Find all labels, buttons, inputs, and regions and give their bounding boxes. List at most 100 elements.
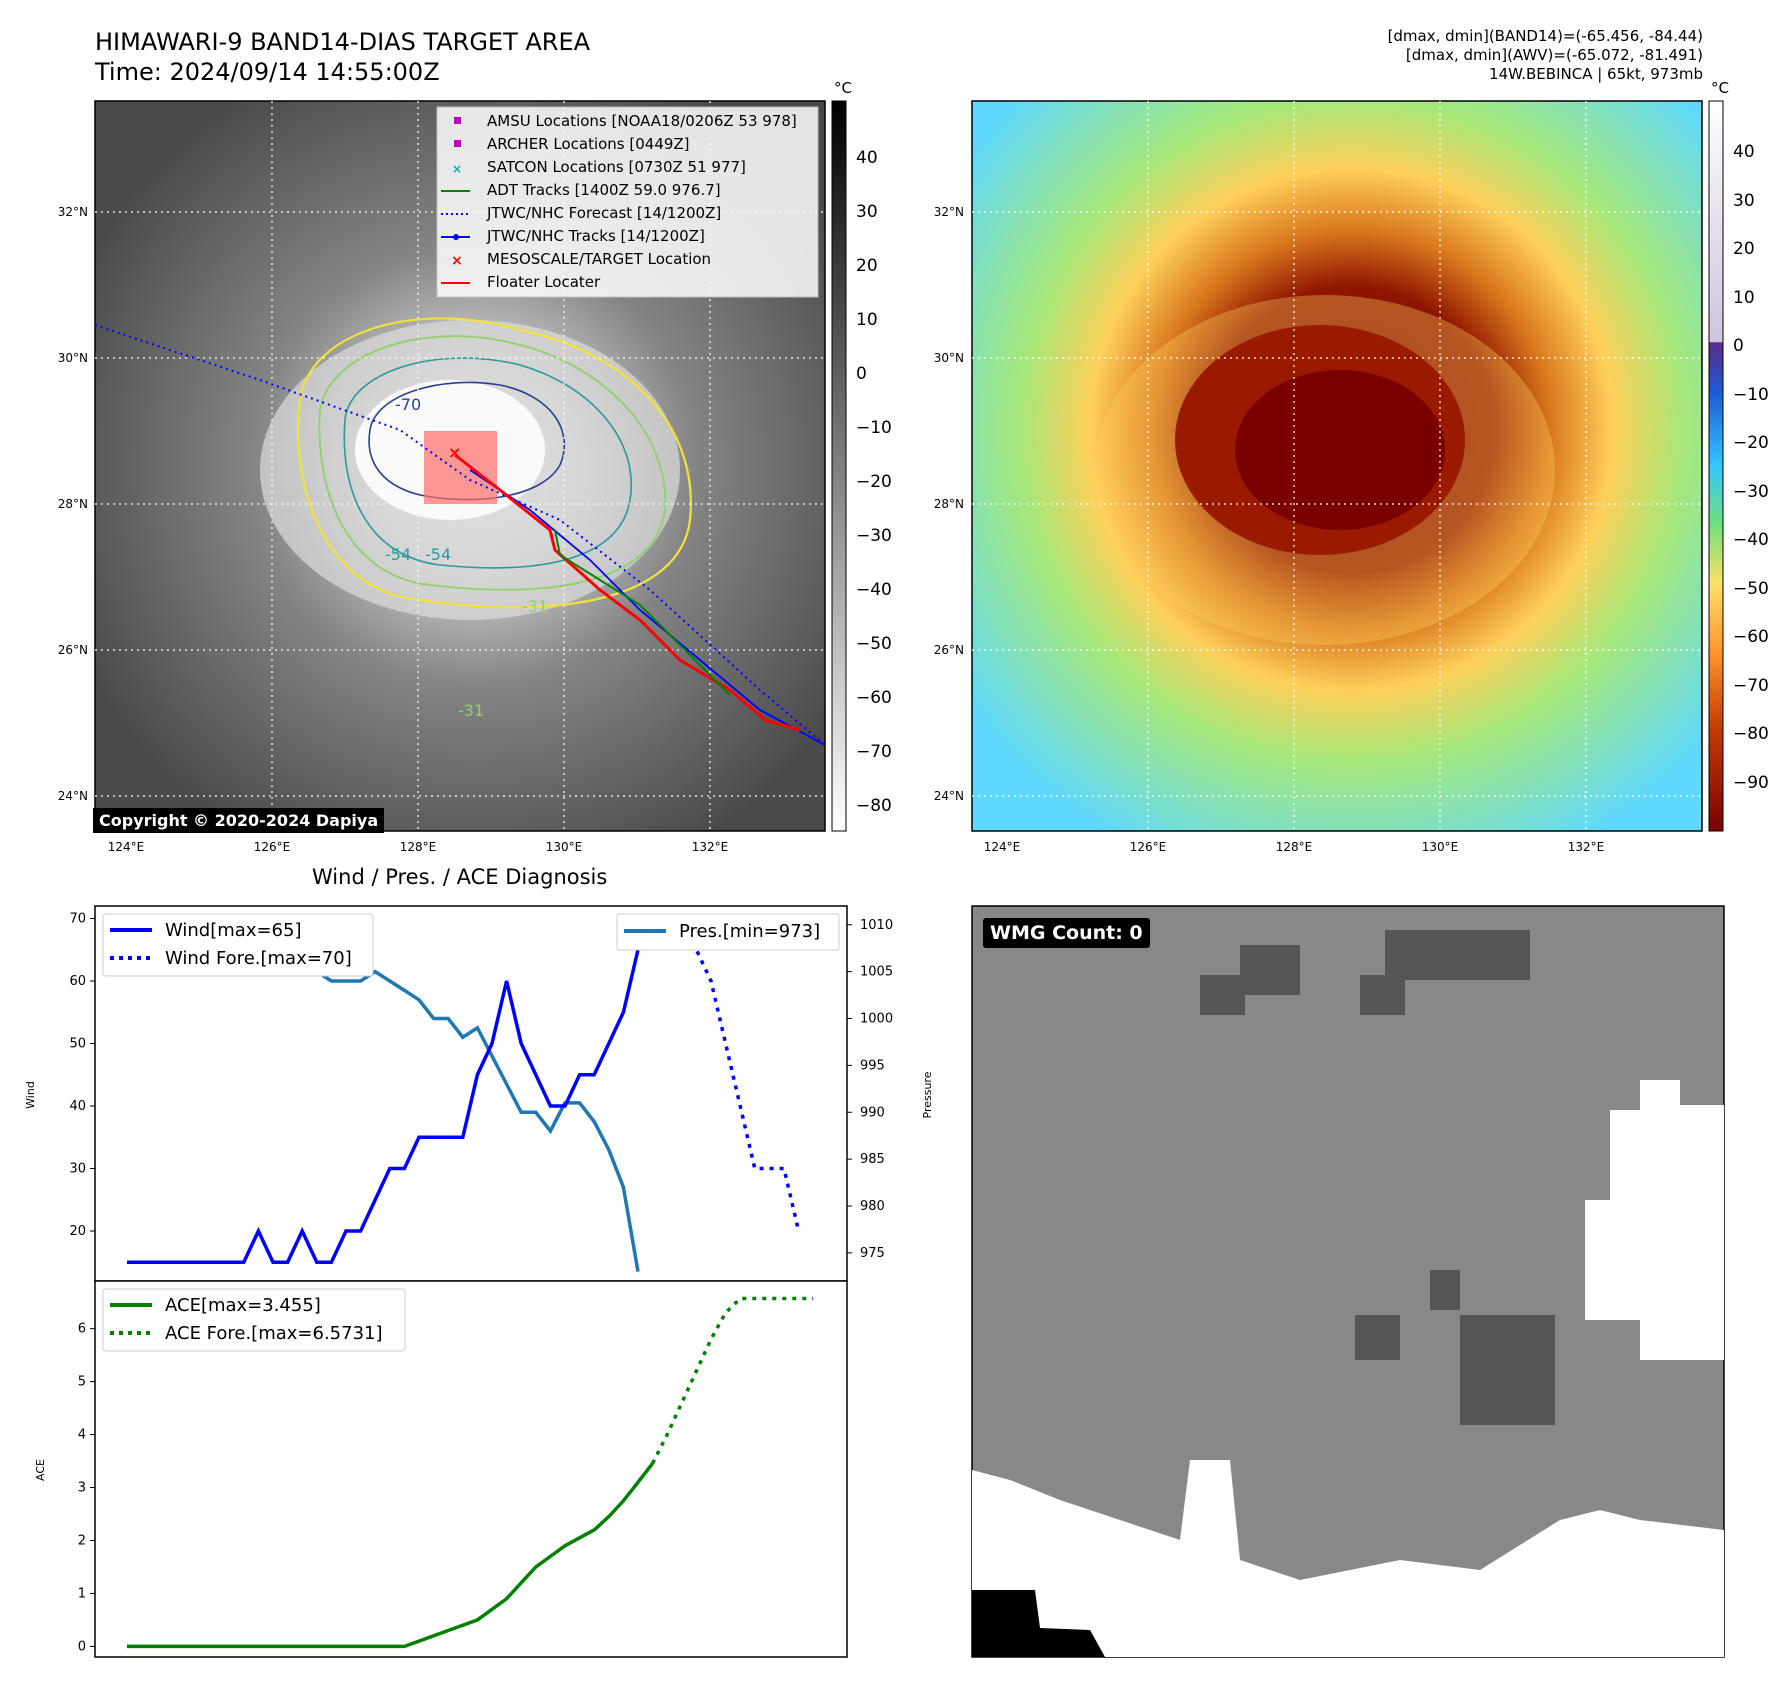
cbar-tick: 0 (1733, 336, 1744, 356)
left-map-lat-ticks: 32°N 30°N 28°N 26°N 24°N (58, 205, 88, 803)
cbar-tick: −60 (856, 688, 892, 708)
pressure-tick: 1005 (860, 965, 893, 980)
wind-legend: Wind[max=65] Wind Fore.[max=70] (102, 913, 374, 977)
lon-tick: 132°E (692, 840, 729, 854)
pressure-legend: Pres.[min=973] (616, 913, 840, 951)
pressure-tick: 980 (860, 1199, 885, 1214)
map-legend: × × AMSU Locations [NOAA18/0206Z 53 978]… (436, 106, 819, 298)
contour-label: -54 (425, 545, 451, 564)
lat-tick: 30°N (934, 351, 964, 365)
adt-track-line (554, 529, 731, 696)
cbar-tick: −70 (1733, 676, 1769, 696)
pressure-tick: 995 (860, 1058, 885, 1073)
cbar-tick: 20 (1733, 239, 1755, 259)
lon-tick: 130°E (546, 840, 583, 854)
lat-tick: 28°N (934, 497, 964, 511)
wind-tick: 50 (69, 1037, 86, 1052)
cbar-tick: 10 (856, 310, 878, 330)
wind-tick: 40 (69, 1099, 86, 1114)
stats-storm: 14W.BEBINCA | 65kt, 973mb (1489, 65, 1703, 83)
ace-tick: 3 (78, 1481, 86, 1496)
cbar-tick: −90 (1733, 773, 1769, 793)
contour-label: -31 (458, 701, 484, 720)
title-time: Time: 2024/09/14 14:55:00Z (95, 58, 440, 86)
legend-target: MESOSCALE/TARGET Location (487, 250, 711, 268)
cbar-tick: −20 (856, 472, 892, 492)
cbar-tick: −60 (1733, 627, 1769, 647)
pressure-tick: 985 (860, 1152, 885, 1167)
cbar-tick: −30 (856, 526, 892, 546)
svg-text:×: × (452, 162, 462, 176)
cbar-tick: 0 (856, 364, 867, 384)
left-map-lon-ticks: 124°E 126°E 128°E 130°E 132°E (108, 840, 729, 854)
cbar-tick: −30 (1733, 482, 1769, 502)
target-box (424, 431, 497, 504)
ace-legend: ACE[max=3.455] ACE Fore.[max=6.5731] (102, 1288, 406, 1352)
lon-tick: 132°E (1568, 840, 1605, 854)
title-satellite: HIMAWARI-9 BAND14-DIAS TARGET AREA (95, 28, 591, 56)
color-map-grid (972, 101, 1702, 831)
lat-tick: 30°N (58, 351, 88, 365)
cbar-tick: −50 (1733, 579, 1769, 599)
legend-pres: Pres.[min=973] (679, 921, 820, 942)
ace-line (127, 1462, 654, 1649)
lon-tick: 128°E (400, 840, 437, 854)
diagnosis-title: Wind / Pres. / ACE Diagnosis (312, 865, 608, 889)
pressure-axis-label: Pressure (921, 1071, 934, 1118)
pressure-tick: 975 (860, 1246, 885, 1261)
wind-tick: 30 (69, 1162, 86, 1177)
legend-wind-fore: Wind Fore.[max=70] (165, 948, 352, 969)
wind-tick: 60 (69, 974, 86, 989)
legend-archer: ARCHER Locations [0449Z] (487, 135, 690, 153)
cbar-tick: −40 (1733, 530, 1769, 550)
wind-line (127, 949, 640, 1264)
right-map-lon-ticks: 124°E 126°E 128°E 130°E 132°E (984, 840, 1605, 854)
pressure-tick: 990 (860, 1105, 885, 1120)
floater-track-line (454, 453, 801, 732)
stats-band14: [dmax, dmin](BAND14)=(-65.456, -84.44) (1387, 27, 1703, 45)
right-map-lat-ticks: 32°N 30°N 28°N 26°N 24°N (934, 205, 964, 803)
contour-label: -54 (385, 545, 411, 564)
cbar-tick: −20 (1733, 433, 1769, 453)
lat-tick: 26°N (934, 643, 964, 657)
lon-tick: 124°E (108, 840, 145, 854)
cbar-tick: 30 (1733, 191, 1755, 211)
svg-text:×: × (451, 253, 463, 269)
ace-tick: 6 (78, 1322, 86, 1337)
ace-tick: 2 (78, 1533, 86, 1548)
lat-tick: 32°N (934, 205, 964, 219)
cbar-tick: 30 (856, 202, 878, 222)
legend-jtwc-forecast: JTWC/NHC Forecast [14/1200Z] (486, 204, 721, 222)
left-colorbar (831, 100, 847, 832)
right-colorbar-unit: °C (1711, 79, 1729, 97)
contour-label: -31 (522, 597, 548, 616)
cbar-tick: 40 (856, 148, 878, 168)
target-marker: × (448, 443, 461, 462)
pressure-tick: 1000 (860, 1012, 893, 1027)
lon-tick: 124°E (984, 840, 1021, 854)
left-colorbar-ticks: 40 30 20 10 0 −10 −20 −30 −40 −50 −60 −7… (856, 148, 892, 816)
cbar-tick: −10 (856, 418, 892, 438)
lat-tick: 24°N (58, 789, 88, 803)
figure-title: HIMAWARI-9 BAND14-DIAS TARGET AREA Time:… (95, 27, 590, 87)
legend-ace: ACE[max=3.455] (165, 1295, 321, 1316)
cbar-tick: −50 (856, 634, 892, 654)
cbar-tick: 40 (1733, 142, 1755, 162)
lat-tick: 26°N (58, 643, 88, 657)
lat-tick: 28°N (58, 497, 88, 511)
cbar-tick: 10 (1733, 288, 1755, 308)
cbar-tick: 20 (856, 256, 878, 276)
legend-floater: Floater Locater (487, 273, 601, 291)
wind-tick: 70 (69, 912, 86, 927)
ace-tick: 4 (78, 1428, 86, 1443)
figure-stats: [dmax, dmin](BAND14)=(-65.456, -84.44) [… (1388, 27, 1703, 84)
wmg-count-badge: WMG Count: 0 (983, 918, 1150, 948)
copyright-badge: Copyright © 2020-2024 Dapiya (93, 808, 385, 833)
legend-ace-fore: ACE Fore.[max=6.5731] (165, 1323, 383, 1344)
legend-adt: ADT Tracks [1400Z 59.0 976.7] (487, 181, 721, 199)
stats-awv: [dmax, dmin](AWV)=(-65.072, -81.491) (1405, 46, 1703, 64)
ace-forecast-line (651, 1296, 814, 1465)
legend-jtwc-tracks: JTWC/NHC Tracks [14/1200Z] (486, 227, 705, 245)
